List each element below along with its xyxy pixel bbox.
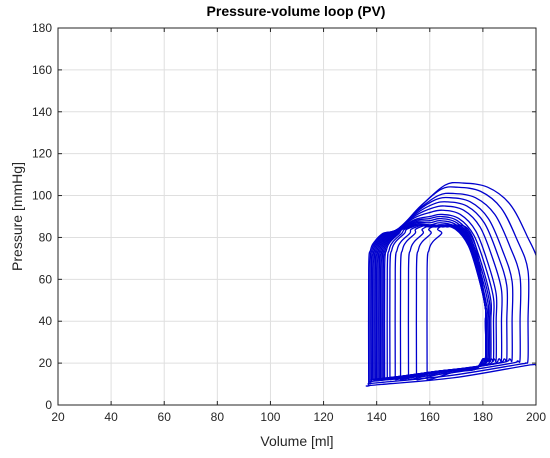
x-tick-label: 140 — [367, 410, 387, 424]
x-tick-label: 200 — [526, 410, 546, 424]
x-tick-label: 40 — [104, 410, 118, 424]
x-axis-label: Volume [ml] — [260, 433, 333, 449]
pv-loop-line-4 — [370, 196, 514, 381]
y-tick-label: 80 — [39, 230, 53, 244]
x-tick-label: 120 — [314, 410, 334, 424]
pv-loop-line-2 — [367, 186, 530, 385]
x-tick-label: 20 — [51, 410, 65, 424]
y-tick-label: 120 — [32, 147, 52, 161]
x-tick-label: 60 — [158, 410, 172, 424]
axis-ticks: 20 40 60 80 100 120 140 160 180 20002040608010012… — [32, 21, 546, 424]
pv-loop-line-1 — [365, 181, 536, 387]
x-tick-label: 100 — [260, 410, 280, 424]
pv-loop-line-5 — [372, 201, 509, 381]
y-tick-label: 160 — [32, 63, 52, 77]
pv-loop-series — [365, 181, 536, 387]
y-tick-label: 180 — [32, 21, 52, 35]
y-axis-label: Pressure [mmHg] — [9, 162, 25, 271]
x-tick-label: 160 — [420, 410, 440, 424]
pv-loop-line-7 — [375, 209, 498, 381]
y-tick-label: 40 — [39, 314, 53, 328]
pv-loop-line-8 — [376, 213, 495, 381]
y-tick-label: 20 — [39, 356, 53, 370]
chart-title: Pressure-volume loop (PV) — [207, 3, 386, 19]
y-tick-label: 60 — [39, 272, 53, 286]
x-tick-label: 80 — [211, 410, 225, 424]
pv-loop-line-6 — [373, 205, 503, 381]
plot-area — [57, 27, 537, 406]
y-tick-label: 0 — [45, 398, 52, 412]
pv-loop-line-3 — [369, 192, 522, 383]
x-tick-label: 180 — [473, 410, 493, 424]
pv-loop-line-20 — [426, 224, 487, 381]
plot-border — [57, 27, 537, 406]
y-tick-label: 140 — [32, 105, 52, 119]
y-tick-label: 100 — [32, 189, 52, 203]
